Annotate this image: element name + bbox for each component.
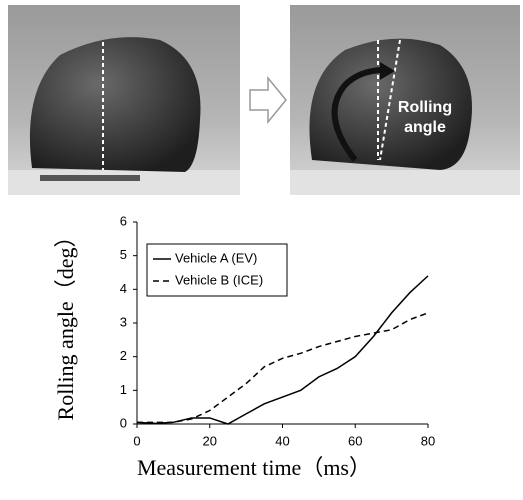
legend-label: Vehicle B (ICE) <box>175 272 263 287</box>
y-tick-label: 3 <box>120 314 127 329</box>
y-tick-label: 0 <box>120 415 127 430</box>
annotation: Rolling <box>398 99 452 116</box>
y-axis-label: Rolling angle（deg） <box>53 226 78 421</box>
x-tick-label: 0 <box>133 433 140 448</box>
y-tick-label: 5 <box>120 247 127 262</box>
photo-before <box>8 5 240 195</box>
series-line <box>137 276 428 424</box>
annotation: angle <box>404 119 446 136</box>
x-tick-label: 80 <box>421 433 435 448</box>
legend-label: Vehicle A (EV) <box>175 250 257 265</box>
arrow-right <box>250 78 286 122</box>
x-tick-label: 40 <box>275 433 289 448</box>
y-tick-label: 4 <box>120 281 127 296</box>
figure: Rolling angle Measurement time（ms） Rolli… <box>0 0 523 495</box>
x-tick-label: 60 <box>348 433 362 448</box>
x-tick-label: 20 <box>203 433 217 448</box>
y-tick-label: 6 <box>120 213 127 228</box>
x-axis-label: Measurement time（ms） <box>137 455 371 480</box>
y-tick-label: 2 <box>120 348 127 363</box>
photo-after: Rolling angle <box>290 5 520 195</box>
series-line <box>137 313 428 422</box>
y-tick-label: 1 <box>120 382 127 397</box>
